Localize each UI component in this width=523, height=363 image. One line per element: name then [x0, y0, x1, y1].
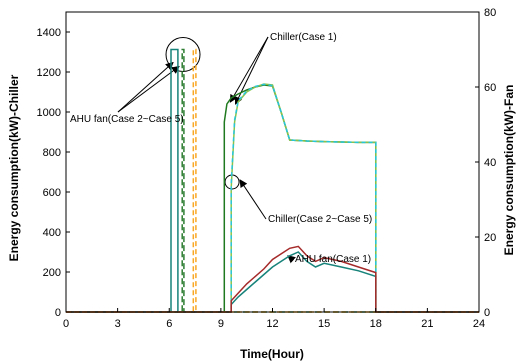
y-right-tick-label: 0	[484, 307, 490, 319]
y-axis-left-title: Energy consumption(kW)-Chiller	[7, 74, 21, 261]
series-layer	[66, 48, 479, 313]
x-tick-label: 9	[218, 318, 224, 330]
y-right-tick-label: 80	[484, 7, 496, 19]
x-tick-label: 18	[370, 318, 382, 330]
y-left-tick-label: 200	[43, 267, 61, 279]
y-axis-right-title: Energy consumption(kW)-Fan	[502, 85, 516, 256]
series-line-3	[66, 83, 479, 313]
y-left-tick-label: 1200	[37, 67, 61, 79]
series-line-7	[66, 245, 479, 313]
x-tick-label: 3	[115, 318, 121, 330]
annotation-circle-ahu-fan	[165, 37, 201, 72]
ticks-layer: 0 3 6 9 12 15 18 21 2402004006008001000120014000…	[37, 7, 497, 330]
y-left-tick-label: 0	[55, 307, 61, 319]
x-tick-label: 15	[318, 318, 330, 330]
arrow-ahu-fan-case2-5-b	[117, 65, 180, 113]
y-left-tick-label: 400	[43, 227, 61, 239]
arrow-chiller-case2-5	[239, 179, 267, 220]
annotation-shapes	[117, 36, 296, 264]
y-left-tick-label: 1400	[37, 27, 61, 39]
arrow-ahu-fan-case2-5	[117, 61, 174, 113]
annotation-ahu-fan-case2-5: AHU fan(Case 2~Case 5)	[70, 114, 184, 125]
y-left-tick-label: 600	[43, 187, 61, 199]
x-tick-label: 24	[473, 318, 485, 330]
series-line-6	[66, 48, 479, 313]
annotation-chiller-case1: Chiller(Case 1)	[270, 32, 337, 43]
y-left-tick-label: 1000	[37, 107, 61, 119]
y-left-tick-label: 800	[43, 147, 61, 159]
x-tick-label: 21	[421, 318, 433, 330]
arrow-chiller-case1	[229, 36, 269, 103]
x-tick-label: 6	[166, 318, 172, 330]
annotation-ahu-fan-case1: AHU fan(Case 1)	[295, 254, 371, 265]
series-line-4	[66, 48, 479, 313]
series-line-5	[66, 48, 479, 313]
y-right-tick-label: 60	[484, 82, 496, 94]
x-tick-label: 12	[266, 318, 278, 330]
annotation-chiller-case2-5: Chiller(Case 2~Case 5)	[268, 214, 372, 225]
y-right-tick-label: 20	[484, 232, 496, 244]
x-tick-label: 0	[63, 318, 69, 330]
x-axis-title: Time(Hour)	[240, 347, 304, 361]
y-right-tick-label: 40	[484, 157, 496, 169]
arrow-chiller-case1-b	[234, 36, 269, 105]
